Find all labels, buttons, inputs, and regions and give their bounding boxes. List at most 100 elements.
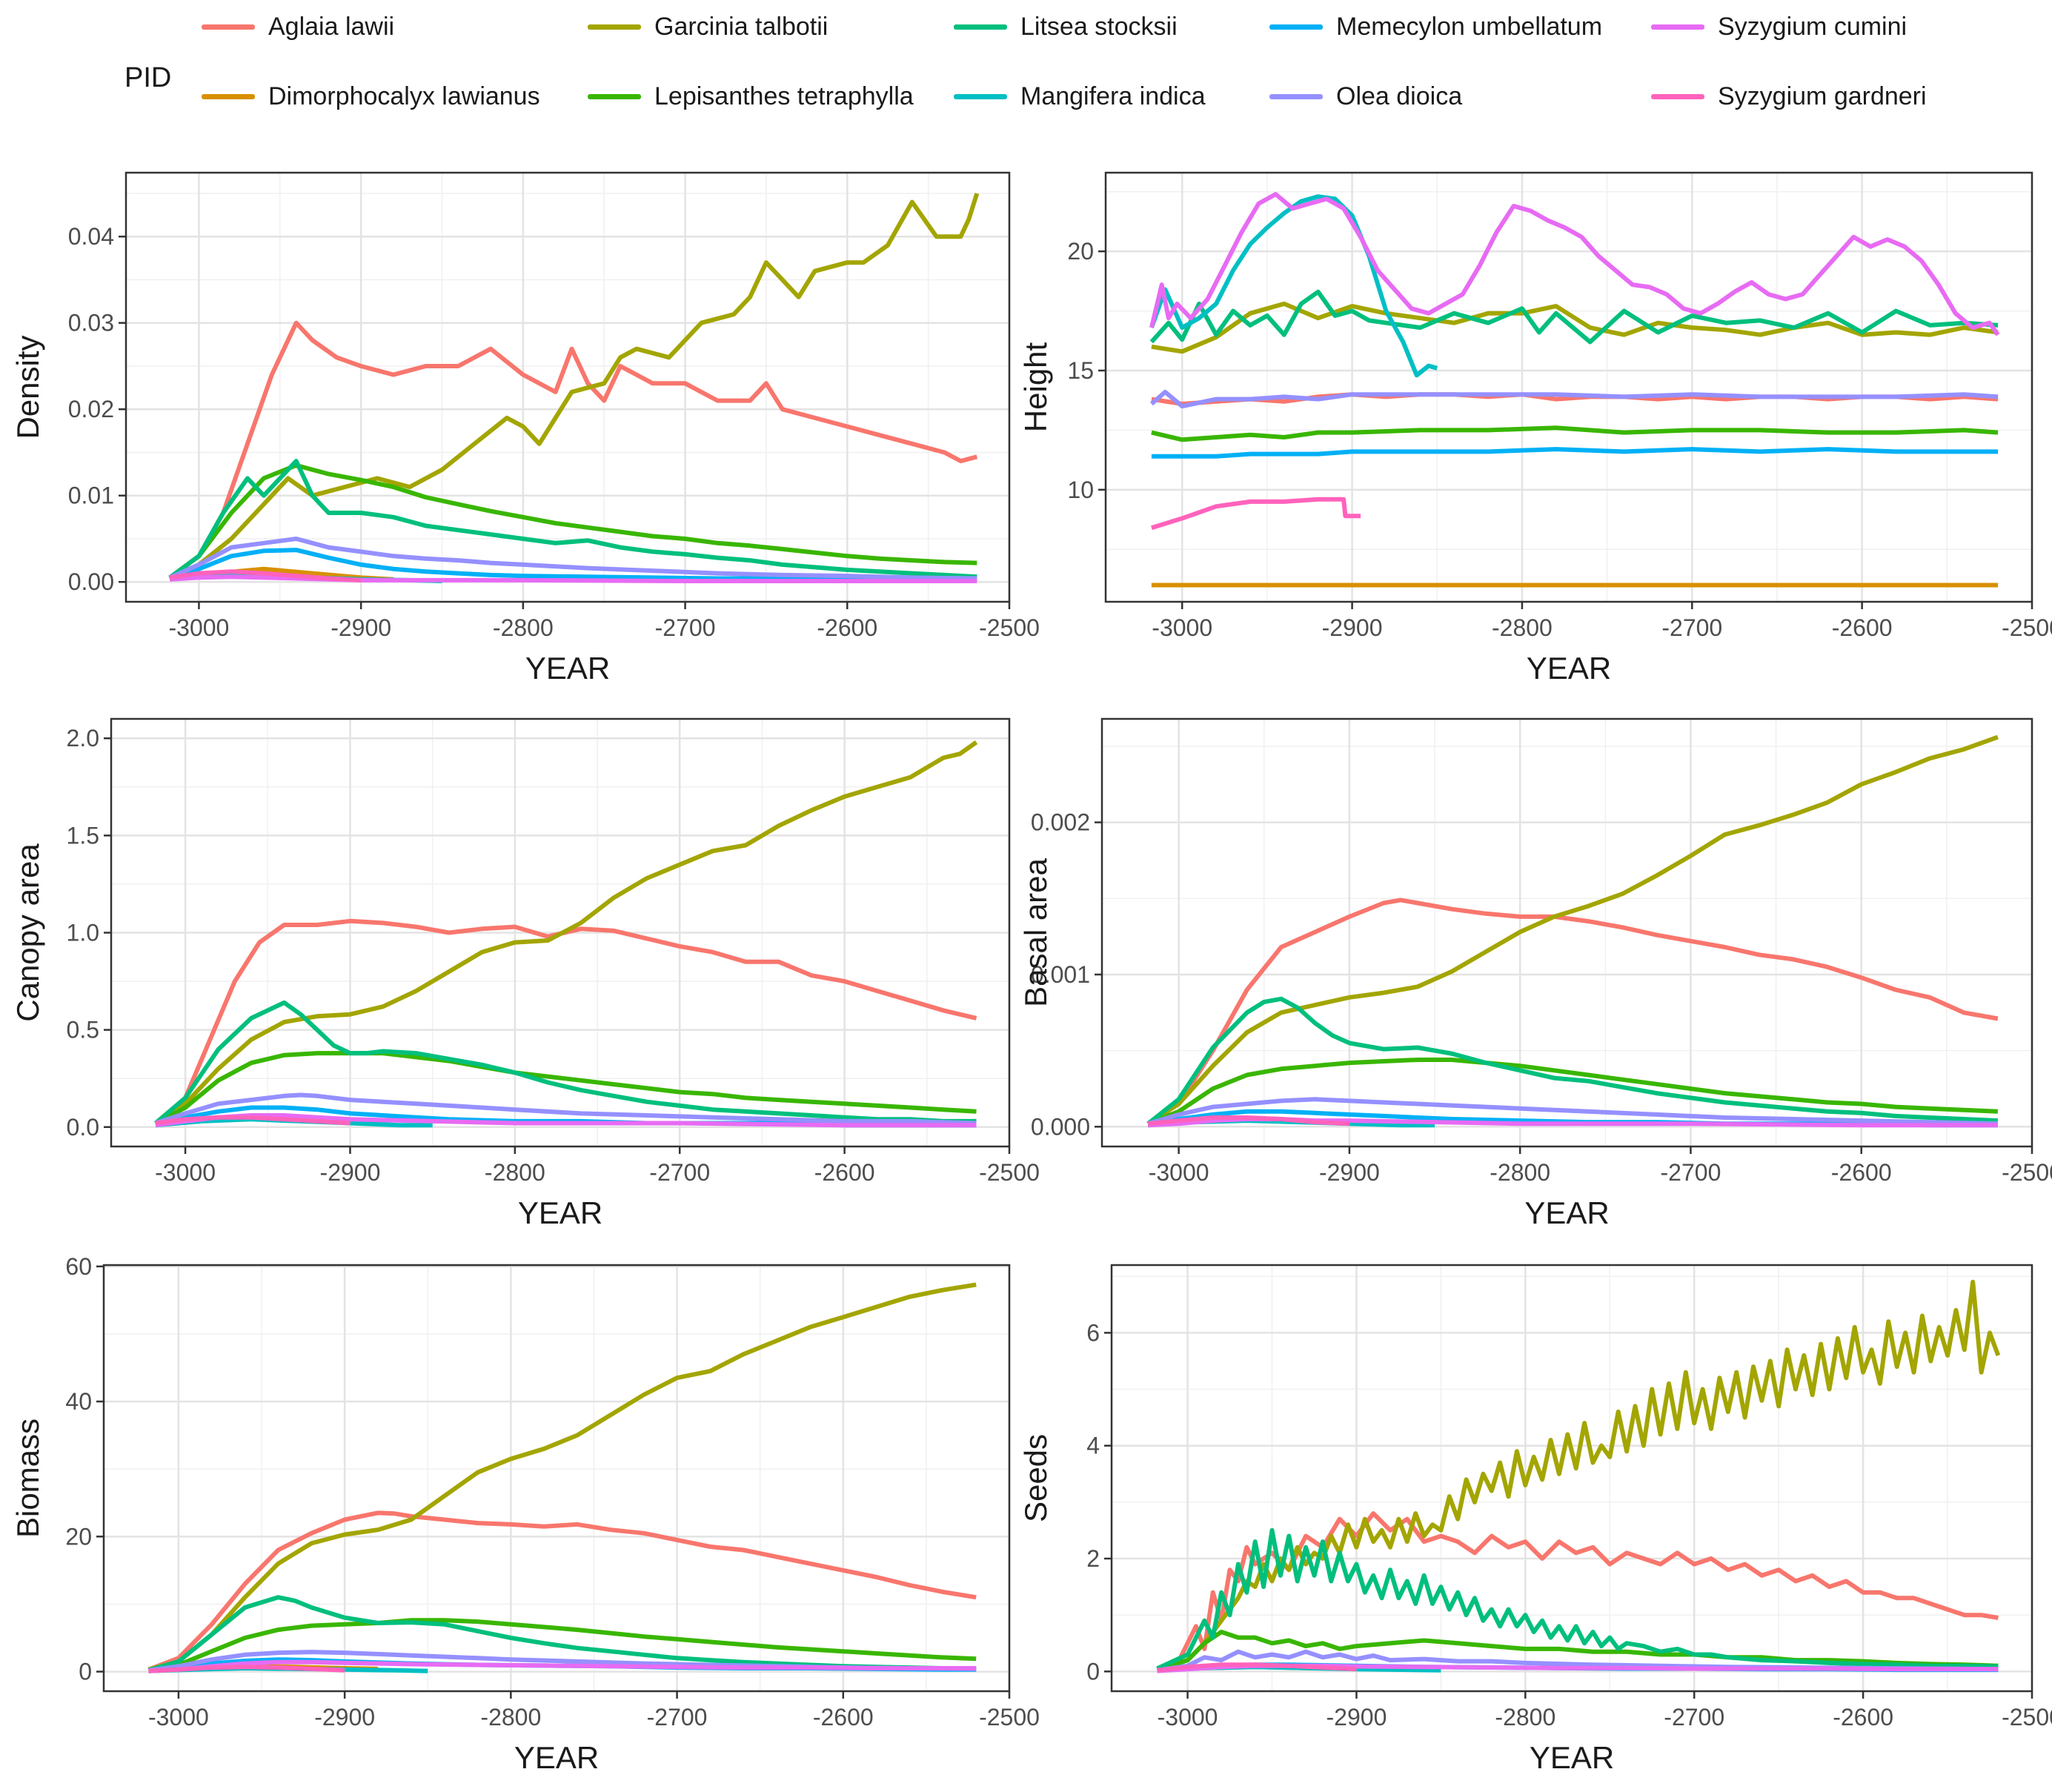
x-axis-title: YEAR xyxy=(525,651,610,686)
x-tick-label: -2900 xyxy=(331,614,391,641)
x-tick-label: -3000 xyxy=(1149,1159,1209,1186)
legend-label: Syzygium gardneri xyxy=(1718,82,1927,110)
x-axis: -3000 -2900 -2800 -2700 -2600 -2500 xyxy=(1149,1146,2052,1186)
legend-swatch xyxy=(202,24,255,30)
legend-item: Syzygium gardneri xyxy=(1651,79,1927,114)
x-tick-label: -3000 xyxy=(155,1159,216,1186)
x-axis: -3000 -2900 -2800 -2700 -2600 -2500 xyxy=(169,602,1040,641)
series-line xyxy=(148,1659,977,1673)
legend-label: Memecylon umbellatum xyxy=(1336,12,1603,41)
x-tick-label: -2700 xyxy=(655,614,716,641)
x-tick-label: -2500 xyxy=(979,1159,1040,1186)
series-group xyxy=(1146,734,1999,1128)
series-group xyxy=(168,193,980,583)
y-axis: 0 2 4 6 xyxy=(1086,1319,1112,1685)
legend-swatch xyxy=(1651,24,1704,30)
legend-item: Aglaia lawii xyxy=(202,9,394,44)
series-line xyxy=(168,537,977,581)
x-tick-label: -2700 xyxy=(649,1159,710,1186)
legend-label: Syzygium cumini xyxy=(1718,12,1907,41)
legend-label: Mangifera indica xyxy=(1020,82,1206,110)
x-tick-label: -3000 xyxy=(1158,1704,1218,1730)
series-group xyxy=(1149,192,2000,588)
y-axis: 0 20 40 60 xyxy=(65,1253,104,1685)
plot-area xyxy=(104,1265,1009,1691)
y-axis-title: Height xyxy=(1018,342,1053,432)
series-line xyxy=(1156,1527,1999,1671)
plot-area xyxy=(126,173,1009,602)
legend-swatch xyxy=(588,24,641,30)
y-tick-label: 15 xyxy=(1067,357,1094,384)
legend-swatch xyxy=(954,93,1007,99)
legend-label: Lepisanthes tetraphylla xyxy=(654,82,914,110)
y-tick-label: 0.00 xyxy=(68,568,114,595)
grid xyxy=(104,1265,1011,1691)
panel-border xyxy=(1104,171,2033,603)
series-line xyxy=(168,320,978,580)
x-axis-title: YEAR xyxy=(1524,1195,1609,1230)
y-tick-label: 10 xyxy=(1067,477,1094,503)
series-line xyxy=(1146,996,1999,1126)
y-tick-label: 0.000 xyxy=(1031,1113,1090,1140)
series-line xyxy=(1148,1117,1998,1128)
y-axis: 0.000 0.001 0.002 xyxy=(1031,809,1102,1140)
series-line xyxy=(1151,447,1999,459)
series-line xyxy=(169,548,977,582)
x-tick-label: -2600 xyxy=(817,614,877,641)
series-line xyxy=(1156,1279,2001,1671)
y-tick-label: 0.03 xyxy=(68,310,114,336)
x-tick-label: -2800 xyxy=(1492,614,1553,641)
legend-swatch xyxy=(1269,93,1323,99)
y-axis-title: Canopy area xyxy=(10,843,45,1022)
legend-swatch xyxy=(588,93,641,99)
y-axis-title: Density xyxy=(10,335,45,439)
chart-panel: -3000 -2900 -2800 -2700 -2600 -2500 0.000 0.001… xyxy=(1018,717,2052,1230)
series-group xyxy=(147,1282,977,1673)
series-line xyxy=(154,1000,977,1125)
x-tick-label: -2600 xyxy=(814,1159,875,1186)
series-line xyxy=(1156,1630,1999,1673)
series-line xyxy=(154,740,978,1126)
y-axis-title: Seeds xyxy=(1018,1434,1053,1522)
legend-item: Memecylon umbellatum xyxy=(1269,9,1602,44)
series-line xyxy=(1151,301,1999,354)
x-tick-label: -2500 xyxy=(979,614,1040,641)
series-line xyxy=(1157,1662,1357,1673)
panel-border xyxy=(124,171,1011,603)
x-tick-label: -2600 xyxy=(813,1704,874,1730)
y-axis: 10 15 20 xyxy=(1067,238,1106,503)
y-tick-label: 6 xyxy=(1086,1319,1100,1346)
x-tick-label: -3000 xyxy=(169,614,230,641)
plot-area xyxy=(1102,719,2032,1146)
series-line xyxy=(148,1665,345,1673)
legend-label: Litsea stocksii xyxy=(1020,12,1178,41)
series-line xyxy=(1147,1058,1999,1126)
series-group xyxy=(154,740,978,1128)
y-tick-label: 40 xyxy=(65,1388,92,1415)
series-line xyxy=(169,569,362,583)
x-tick-label: -2900 xyxy=(314,1704,375,1730)
series-line xyxy=(1149,194,1438,378)
panel-border xyxy=(1110,1264,2033,1693)
legend-item: Litsea stocksii xyxy=(954,9,1178,44)
legend-label: Aglaia lawii xyxy=(268,12,395,41)
x-axis-title: YEAR xyxy=(514,1740,599,1775)
plot-area xyxy=(1112,1265,2032,1691)
y-tick-label: 0 xyxy=(79,1659,92,1685)
y-tick-label: 2.0 xyxy=(67,725,99,751)
series-line xyxy=(155,1092,977,1126)
y-tick-label: 2 xyxy=(1086,1545,1100,1572)
x-tick-label: -2800 xyxy=(493,614,554,641)
series-line xyxy=(1149,389,1999,409)
x-axis: -3000 -2900 -2800 -2700 -2600 -2500 xyxy=(1152,602,2052,641)
legend-item: Garcinia talbotii xyxy=(588,9,828,44)
legend-item: Syzygium cumini xyxy=(1651,9,1907,44)
y-axis: 0.00 0.01 0.02 0.03 0.04 xyxy=(68,223,126,595)
series-line xyxy=(168,459,977,580)
legend-item: Lepisanthes tetraphylla xyxy=(588,79,914,114)
legend-label: Garcinia talbotii xyxy=(654,12,829,41)
series-line xyxy=(1149,289,1999,345)
y-tick-label: 1.5 xyxy=(67,822,99,849)
y-tick-label: 0 xyxy=(1086,1658,1100,1685)
